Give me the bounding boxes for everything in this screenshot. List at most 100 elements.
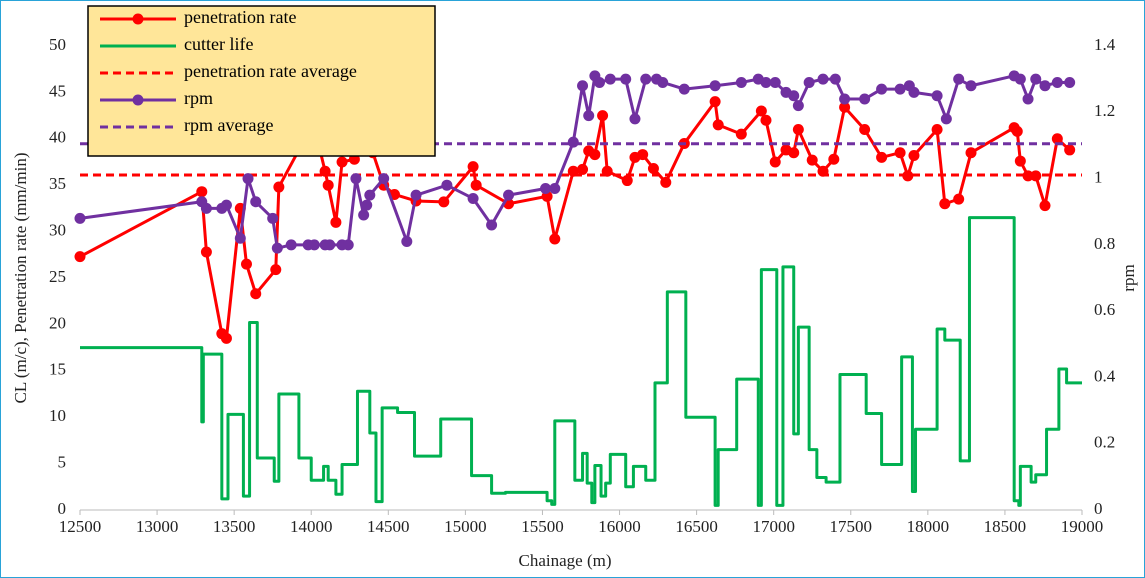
series-point bbox=[540, 183, 552, 195]
series-point bbox=[709, 96, 721, 108]
series-point bbox=[640, 73, 652, 85]
series-point bbox=[1039, 200, 1051, 212]
x-tick-label: 14500 bbox=[367, 517, 410, 536]
y-tick-label: 25 bbox=[49, 267, 66, 286]
series-point bbox=[939, 198, 951, 210]
series-point bbox=[330, 216, 342, 228]
legend-label: penetration rate bbox=[184, 7, 296, 27]
series-point bbox=[250, 196, 262, 208]
series-point bbox=[1014, 73, 1026, 85]
x-tick-label: 15000 bbox=[444, 517, 487, 536]
series-point bbox=[342, 239, 354, 251]
x-tick-label: 17500 bbox=[830, 517, 873, 536]
series-point bbox=[953, 73, 965, 85]
y-tick-label: 30 bbox=[49, 221, 66, 240]
series-point bbox=[829, 73, 841, 85]
series-point bbox=[593, 76, 605, 88]
series-point bbox=[931, 124, 943, 136]
x-tick-label: 12500 bbox=[59, 517, 102, 536]
series-point bbox=[792, 100, 804, 112]
series-point bbox=[894, 147, 906, 159]
series-point bbox=[467, 192, 479, 204]
series-point bbox=[637, 149, 649, 161]
series-point bbox=[769, 76, 781, 88]
y2-tick-label: 0.8 bbox=[1094, 234, 1115, 253]
y2-tick-label: 1.4 bbox=[1094, 35, 1116, 54]
x-tick-label: 16000 bbox=[598, 517, 641, 536]
series-point bbox=[200, 246, 212, 258]
y-tick-label: 45 bbox=[49, 81, 66, 100]
series-point bbox=[242, 173, 254, 185]
series-point bbox=[324, 239, 336, 251]
series-point bbox=[285, 239, 297, 251]
series-point bbox=[647, 162, 659, 174]
legend-box bbox=[87, 5, 436, 157]
y-tick-label: 5 bbox=[58, 453, 67, 472]
series-point bbox=[1039, 80, 1051, 92]
series-point bbox=[931, 90, 943, 102]
y-tick-label: 20 bbox=[49, 313, 66, 332]
legend-marker bbox=[132, 13, 144, 25]
series-point bbox=[267, 212, 279, 224]
y-tick-label: 50 bbox=[49, 35, 66, 54]
x-tick-label: 15500 bbox=[521, 517, 564, 536]
series-point bbox=[577, 80, 589, 92]
series-point bbox=[712, 119, 724, 131]
y-tick-label: 0 bbox=[58, 499, 67, 518]
legend-label: rpm average bbox=[184, 115, 273, 135]
series-point bbox=[839, 101, 851, 113]
series-point bbox=[788, 147, 800, 159]
series-point bbox=[735, 128, 747, 140]
x-tick-label: 18000 bbox=[907, 517, 950, 536]
y2-tick-label: 0.6 bbox=[1094, 300, 1115, 319]
x-tick-label: 13500 bbox=[213, 517, 256, 536]
series-point bbox=[1051, 133, 1063, 145]
series-point bbox=[273, 181, 285, 193]
y-tick-label: 15 bbox=[49, 360, 66, 379]
series-point bbox=[401, 236, 413, 248]
series-point bbox=[308, 239, 320, 251]
y2-tick-label: 1 bbox=[1094, 167, 1103, 186]
series-point bbox=[361, 199, 373, 211]
y-tick-label: 40 bbox=[49, 128, 66, 147]
series-point bbox=[270, 264, 282, 276]
series-point bbox=[250, 288, 262, 300]
series-point bbox=[1011, 125, 1023, 137]
series-point bbox=[769, 156, 781, 168]
series-point bbox=[486, 219, 498, 231]
series-point bbox=[940, 113, 952, 125]
series-point bbox=[678, 83, 690, 95]
series-point bbox=[583, 110, 595, 122]
series-point bbox=[755, 105, 767, 117]
series-point bbox=[908, 150, 920, 162]
series-point bbox=[196, 186, 208, 198]
series-point bbox=[438, 196, 450, 208]
series-point bbox=[220, 332, 232, 344]
x-tick-label: 14000 bbox=[290, 517, 333, 536]
series-point bbox=[1051, 76, 1063, 88]
series-point bbox=[760, 114, 772, 126]
x-axis-label: Chainage (m) bbox=[519, 551, 612, 570]
series-point bbox=[806, 154, 818, 166]
series-point bbox=[735, 76, 747, 88]
legend: penetration rate cutter life penetration r… bbox=[87, 5, 436, 157]
series-point bbox=[410, 189, 422, 201]
y2-tick-label: 0 bbox=[1094, 499, 1103, 518]
series-point bbox=[378, 173, 390, 185]
series-point bbox=[788, 90, 800, 102]
x-tick-label: 13000 bbox=[136, 517, 179, 536]
series-point bbox=[965, 80, 977, 92]
y2-axis-label: rpm bbox=[1119, 264, 1138, 291]
series-point bbox=[792, 124, 804, 136]
series-point bbox=[1030, 73, 1042, 85]
x-tick-label: 17000 bbox=[752, 517, 795, 536]
series-line bbox=[80, 216, 1082, 507]
y2-tick-label: 0.2 bbox=[1094, 433, 1115, 452]
series-point bbox=[660, 176, 672, 188]
legend-label: penetration rate average bbox=[184, 61, 357, 81]
series-point bbox=[336, 156, 348, 168]
y-tick-label: 35 bbox=[49, 174, 66, 193]
series-point bbox=[234, 232, 246, 244]
